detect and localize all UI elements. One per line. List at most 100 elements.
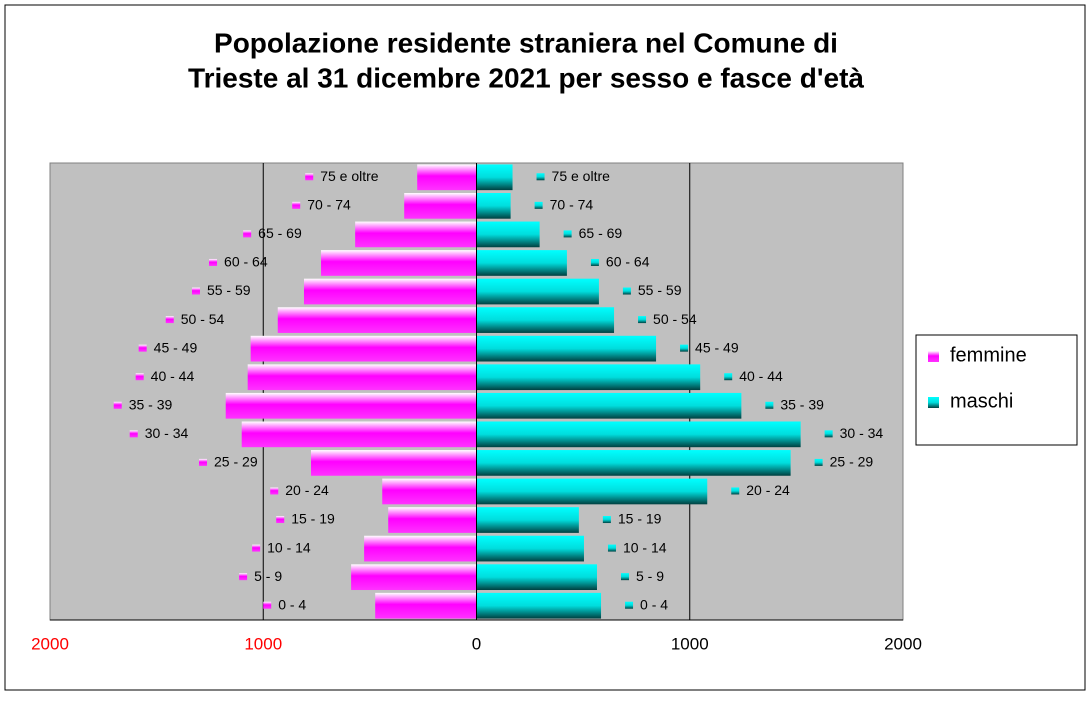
- category-label: 70 - 74: [307, 197, 351, 213]
- bar: [277, 307, 477, 333]
- x-tick-label: 2000: [884, 634, 922, 653]
- bar: [476, 250, 567, 276]
- category-label: 25 - 29: [830, 454, 874, 470]
- category-label: 25 - 29: [214, 454, 258, 470]
- legend-key: [928, 397, 939, 408]
- bar: [476, 307, 615, 333]
- label-key: [607, 544, 616, 552]
- bar: [476, 392, 742, 419]
- bar: [355, 221, 477, 248]
- bar: [476, 564, 597, 591]
- bar: [476, 535, 584, 562]
- category-label: 45 - 49: [154, 339, 198, 355]
- label-key: [138, 344, 147, 352]
- category-label: 70 - 74: [550, 197, 594, 213]
- label-key: [765, 401, 774, 409]
- bar: [476, 478, 708, 505]
- label-key: [276, 516, 285, 524]
- bar: [225, 392, 477, 419]
- label-key: [292, 201, 301, 209]
- legend: [915, 334, 1078, 446]
- category-label: 35 - 39: [129, 396, 173, 412]
- label-key: [536, 173, 545, 181]
- category-label: 0 - 4: [278, 596, 306, 612]
- x-tick-label: 1000: [671, 634, 709, 653]
- bar: [303, 278, 477, 305]
- bar: [375, 592, 477, 619]
- bar: [382, 478, 477, 505]
- bar: [476, 592, 602, 619]
- label-key: [113, 401, 122, 409]
- legend-key: [928, 351, 939, 362]
- label-key: [534, 201, 543, 209]
- label-key: [263, 601, 272, 609]
- label-key: [135, 373, 144, 381]
- legend-label: femmine: [950, 344, 1027, 366]
- label-key: [563, 230, 572, 238]
- label-key: [620, 573, 629, 581]
- bar: [476, 278, 599, 305]
- label-key: [243, 230, 252, 238]
- bar: [476, 164, 513, 191]
- label-key: [724, 373, 733, 381]
- label-key: [209, 258, 218, 266]
- label-key: [625, 601, 634, 609]
- label-key: [680, 344, 689, 352]
- category-label: 55 - 59: [638, 282, 682, 298]
- bar: [476, 192, 511, 219]
- label-key: [305, 173, 314, 181]
- label-key: [199, 458, 208, 466]
- label-key: [602, 516, 611, 524]
- category-label: 30 - 34: [145, 425, 189, 441]
- category-label: 40 - 44: [151, 368, 195, 384]
- category-label: 60 - 64: [606, 254, 650, 270]
- category-label: 5 - 9: [254, 568, 282, 584]
- label-key: [191, 287, 200, 295]
- label-key: [590, 258, 599, 266]
- label-key: [129, 430, 138, 438]
- category-label: 75 e oltre: [552, 168, 611, 184]
- x-tick-label: 1000: [244, 634, 282, 653]
- bar: [476, 364, 701, 391]
- category-label: 20 - 24: [746, 482, 790, 498]
- category-label: 50 - 54: [653, 311, 697, 327]
- bar: [311, 450, 477, 476]
- label-key: [270, 487, 279, 495]
- category-label: 20 - 24: [285, 482, 329, 498]
- bar: [476, 421, 801, 448]
- category-label: 35 - 39: [780, 396, 824, 412]
- label-key: [814, 458, 823, 466]
- label-key: [239, 573, 248, 581]
- chart-title: Trieste al 31 dicembre 2021 per sesso e …: [188, 62, 864, 93]
- category-label: 15 - 19: [618, 511, 662, 527]
- bar: [351, 564, 477, 591]
- bar: [476, 450, 791, 476]
- label-key: [638, 316, 647, 324]
- category-label: 30 - 34: [840, 425, 884, 441]
- category-label: 75 e oltre: [320, 168, 379, 184]
- bar: [388, 507, 477, 533]
- category-label: 45 - 49: [695, 339, 739, 355]
- bar: [417, 164, 477, 191]
- label-key: [165, 316, 174, 324]
- category-label: 10 - 14: [267, 539, 311, 555]
- label-key: [622, 287, 631, 295]
- category-label: 60 - 64: [224, 254, 268, 270]
- category-label: 10 - 14: [623, 539, 667, 555]
- category-label: 50 - 54: [181, 311, 225, 327]
- category-label: 65 - 69: [579, 225, 623, 241]
- label-key: [731, 487, 740, 495]
- bar: [476, 335, 657, 362]
- x-tick-label: 0: [472, 634, 481, 653]
- chart-title: Popolazione residente straniera nel Comu…: [214, 27, 838, 58]
- category-label: 65 - 69: [258, 225, 302, 241]
- category-label: 40 - 44: [739, 368, 783, 384]
- label-key: [252, 544, 261, 552]
- x-tick-label: 2000: [31, 634, 69, 653]
- legend-label: maschi: [950, 390, 1013, 412]
- category-label: 55 - 59: [207, 282, 251, 298]
- bar: [476, 221, 540, 248]
- category-label: 0 - 4: [640, 596, 668, 612]
- bar: [404, 192, 477, 219]
